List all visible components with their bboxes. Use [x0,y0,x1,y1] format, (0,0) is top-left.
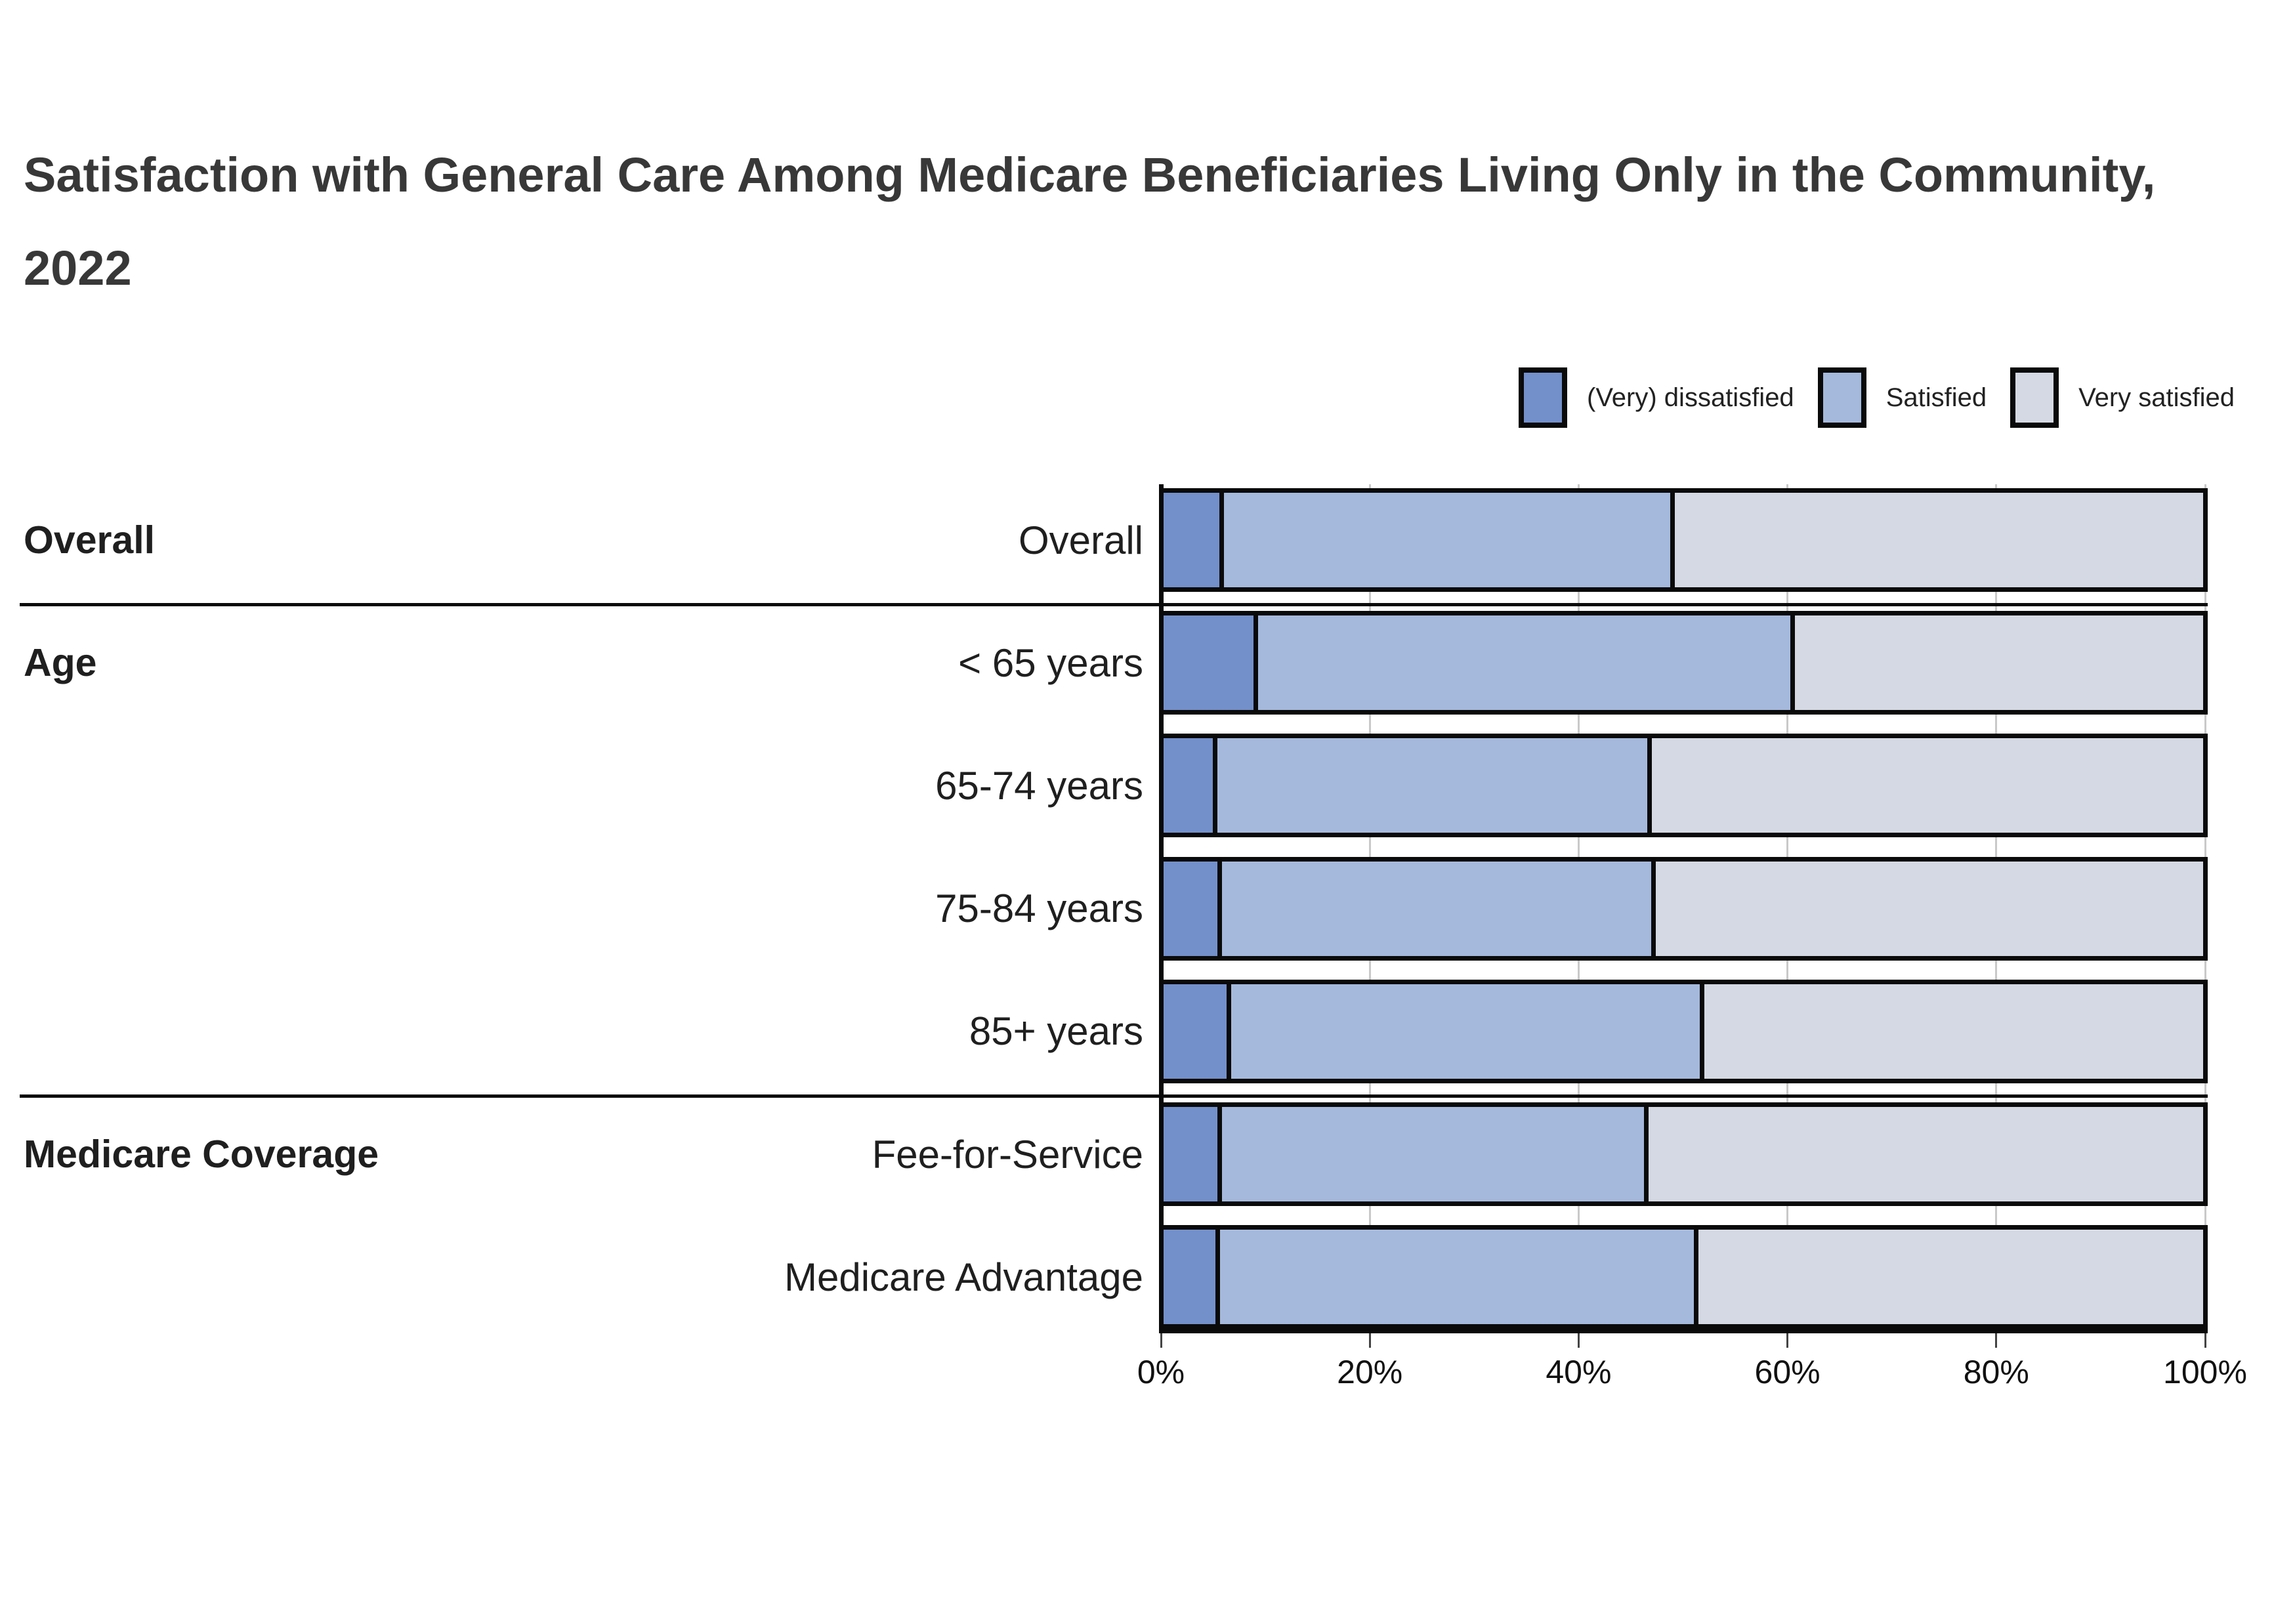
legend: (Very) dissatisfied Satisfied Very satis… [1519,365,2235,430]
bar-segment-very-satisfied [1674,493,2203,587]
legend-item: Satisfied [1817,367,1987,428]
bar-segment-satisfied [1221,1107,1645,1201]
group-separator-1 [20,603,2208,606]
bar-segment-dissatisfied [1164,1230,1215,1325]
legend-label-very-satisfied: Very satisfied [2078,383,2235,412]
bar-segment-satisfied [1257,615,1791,711]
bar-segment-very-satisfied [1649,1107,2203,1201]
x-tick-80% [1995,1333,1998,1348]
legend-swatch-satisfied [1817,367,1866,428]
bar-segment-very-satisfied [1795,615,2203,711]
legend-label-satisfied: Satisfied [1885,383,1987,412]
x-tick-100% [2204,1333,2206,1348]
x-tick-60% [1786,1333,1789,1348]
legend-item: Very satisfied [2010,367,2235,428]
bar-segment-dissatisfied [1164,984,1227,1079]
bar-segment-dissatisfied [1164,615,1253,711]
x-tick-label-40%: 40% [1546,1354,1612,1390]
bar-segment-very-satisfied [1698,1230,2203,1325]
legend-swatch-dissatisfied [1519,367,1568,428]
chart-title: Satisfaction with General Care Among Med… [24,148,2156,295]
x-tick-label-100%: 100% [2163,1354,2247,1390]
bar-row-2 [1159,734,2208,838]
group-label-overall: Overall [24,518,156,562]
row-label-3: 75-84 years [935,886,1143,931]
bar-row-3 [1159,856,2208,961]
x-tick-label-0%: 0% [1137,1354,1185,1390]
group-separator-2 [20,1094,2208,1098]
bar-segment-dissatisfied [1164,861,1217,956]
x-tick-0% [1160,1333,1162,1348]
bar-segment-satisfied [1219,1230,1694,1325]
bar-segment-dissatisfied [1164,738,1213,833]
bar-row-5 [1159,1102,2208,1206]
bar-row-0 [1159,488,2208,592]
bar-segment-dissatisfied [1164,493,1219,587]
bar-segment-very-satisfied [1652,738,2203,833]
x-tick-label-80%: 80% [1963,1354,2029,1390]
group-label-age: Age [24,641,97,685]
bar-segment-very-satisfied [1704,984,2203,1079]
y-axis-line [1159,484,1164,1333]
bar-segment-very-satisfied [1656,861,2203,956]
legend-swatch-very-satisfied [2010,367,2059,428]
x-tick-40% [1577,1333,1580,1348]
x-tick-20% [1368,1333,1371,1348]
bar-segment-satisfied [1221,861,1652,956]
row-label-1: < 65 years [958,640,1143,685]
bar-segment-satisfied [1217,738,1648,833]
legend-label-dissatisfied: (Very) dissatisfied [1587,383,1794,412]
row-label-4: 85+ years [969,1009,1143,1054]
bar-segment-satisfied [1231,984,1700,1079]
bar-row-4 [1159,979,2208,1083]
row-label-0: Overall [1018,518,1143,562]
bar-row-1 [1159,611,2208,715]
legend-item: (Very) dissatisfied [1519,367,1794,428]
row-label-2: 65-74 years [935,763,1143,808]
row-label-6: Medicare Advantage [784,1255,1143,1299]
bar-segment-satisfied [1223,493,1670,587]
x-tick-label-60%: 60% [1754,1354,1821,1390]
bar-row-6 [1159,1225,2208,1329]
group-label-medicare-coverage: Medicare Coverage [24,1133,379,1176]
x-tick-label-20%: 20% [1337,1354,1403,1390]
x-axis-line [1159,1329,2208,1333]
row-label-5: Fee-for-Service [872,1132,1143,1176]
bar-segment-dissatisfied [1164,1107,1217,1201]
